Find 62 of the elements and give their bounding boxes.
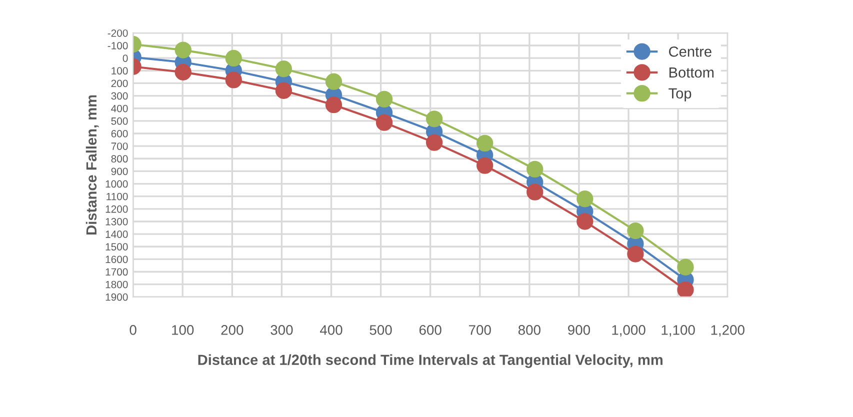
y-tick-label: 1900 xyxy=(106,293,128,301)
point xyxy=(576,213,594,230)
point xyxy=(476,134,494,152)
y-tick-label: 400 xyxy=(111,104,128,112)
point xyxy=(476,157,494,174)
legend-label: Centre xyxy=(669,46,712,57)
y-tick-label: 100 xyxy=(112,67,128,75)
x-tick-label: 0 xyxy=(130,325,136,335)
point xyxy=(627,246,644,262)
y-tick-label: 1600 xyxy=(106,256,128,264)
y-tick-label: 600 xyxy=(111,130,128,138)
point xyxy=(325,96,342,114)
point xyxy=(376,114,393,131)
y-tick-label: 1800 xyxy=(106,280,128,288)
x-axis-title: Distance at 1/20th second Time Intervals at Tangential Velocity, mm xyxy=(198,354,662,368)
point xyxy=(677,258,694,276)
y-axis-title: Distance Fallen, mm xyxy=(86,95,99,234)
x-tick-label: 200 xyxy=(221,325,244,335)
y-tick-label: 1500 xyxy=(106,243,128,251)
point xyxy=(376,90,393,108)
y-tick-label: 1700 xyxy=(106,268,128,276)
point xyxy=(325,73,342,90)
point xyxy=(576,190,594,208)
y-tick-label: 300 xyxy=(111,92,128,100)
x-tick-label: 900 xyxy=(568,325,590,335)
y-tick-label: 1400 xyxy=(106,230,128,238)
x-tick-label: 500 xyxy=(370,325,392,335)
y-tick-label: -200 xyxy=(108,29,128,37)
x-tick-label: 1,100 xyxy=(662,325,695,337)
point xyxy=(275,82,292,99)
x-tick-label: 1,200 xyxy=(711,325,744,337)
y-tick-label: 0 xyxy=(122,54,128,62)
point xyxy=(677,281,694,297)
y-tick-label: 700 xyxy=(111,142,128,150)
point xyxy=(275,60,292,78)
y-tick-label: 800 xyxy=(111,155,128,163)
legend-label: Top xyxy=(668,88,692,102)
y-tick-label: 900 xyxy=(111,168,128,176)
y-tick-label: 1100 xyxy=(106,192,128,200)
point xyxy=(526,184,544,200)
y-tick-label: 1200 xyxy=(106,205,128,213)
point xyxy=(225,50,242,67)
x-tick-label: 100 xyxy=(172,325,194,335)
point xyxy=(174,64,192,80)
y-tick-label: 1300 xyxy=(106,218,128,226)
y-tick-label: 1000 xyxy=(106,180,128,188)
point xyxy=(174,42,192,58)
point xyxy=(526,160,544,178)
y-tick-label: 500 xyxy=(111,117,128,125)
x-tick-label: 800 xyxy=(518,325,540,335)
x-tick-label: 300 xyxy=(270,325,293,335)
x-tick-label: 1,000 xyxy=(612,325,646,337)
x-tick-label: 400 xyxy=(320,325,342,335)
point xyxy=(426,134,443,151)
point xyxy=(426,110,443,128)
y-tick-label: 200 xyxy=(111,80,128,88)
legend-label: Bottom xyxy=(669,67,714,78)
point xyxy=(627,222,644,240)
x-tick-label: 700 xyxy=(469,325,491,335)
y-tick-label: -100 xyxy=(108,42,128,50)
x-tick-label: 600 xyxy=(419,325,442,335)
point xyxy=(225,72,242,88)
